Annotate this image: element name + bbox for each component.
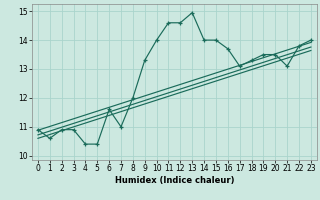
X-axis label: Humidex (Indice chaleur): Humidex (Indice chaleur) bbox=[115, 176, 234, 185]
